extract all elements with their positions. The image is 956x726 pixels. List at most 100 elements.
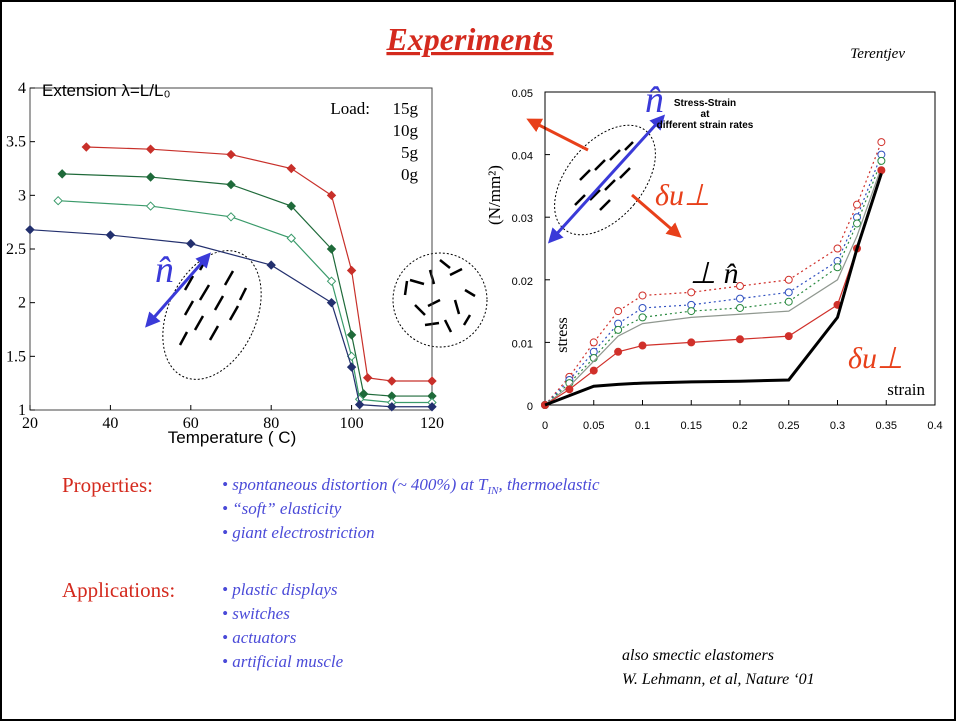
point — [878, 157, 885, 164]
point — [82, 143, 90, 151]
point — [348, 266, 356, 274]
bullet-text: artificial muscle — [232, 652, 343, 671]
series-line — [62, 174, 432, 396]
director-arrow — [553, 120, 660, 238]
chart-title: Extension λ=L/L₀ — [42, 81, 171, 100]
point — [615, 308, 622, 315]
section-label: Properties: — [62, 473, 153, 497]
y-axis-label-inner: stress — [554, 317, 571, 353]
point — [834, 245, 841, 252]
page: {"title": "Experiments", "author": "Tere… — [0, 0, 956, 726]
x-tick-label: 120 — [420, 415, 444, 432]
x-tick-label: 0.2 — [732, 420, 747, 432]
point — [639, 304, 646, 311]
strain-arrow — [533, 122, 588, 150]
point — [388, 377, 396, 385]
legend-entry: 5g — [401, 143, 419, 162]
point — [187, 240, 195, 248]
x-tick-label: 0.05 — [583, 420, 604, 432]
bullet-item: • “soft” elasticity — [222, 499, 342, 518]
point — [287, 165, 295, 173]
reference: W. Lehmann, et al, Nature ‘01 — [622, 671, 815, 688]
x-tick-label: 0.25 — [778, 420, 799, 432]
point — [854, 220, 861, 227]
y-axis-label: (N/mm²) — [485, 165, 504, 225]
bullet-item: • spontaneous distortion (~ 400%) at TIN… — [222, 475, 600, 497]
point — [834, 264, 841, 271]
point — [688, 308, 695, 315]
point — [147, 145, 155, 153]
y-tick-label: 0.01 — [512, 338, 533, 350]
x-tick-label: 0.15 — [681, 420, 702, 432]
series-line — [86, 147, 432, 381]
annotation: ⊥ n̂ — [690, 257, 739, 290]
annotation: δu⊥ — [848, 342, 903, 375]
chart-title: different strain rates — [657, 120, 754, 131]
annotation: n̂ — [645, 79, 664, 121]
point — [267, 261, 275, 269]
point — [227, 151, 235, 159]
legend-title: Load: — [330, 99, 370, 118]
text-lists: Properties: • spontaneous distortion (~ 4… — [62, 473, 815, 688]
point — [590, 367, 597, 374]
point — [639, 342, 646, 349]
slide-frame — [1, 1, 955, 720]
bullet-text: switches — [232, 604, 290, 623]
point — [688, 339, 695, 346]
point — [615, 326, 622, 333]
point — [878, 139, 885, 146]
annotation: n̂ — [155, 249, 174, 291]
plot-frame — [30, 88, 432, 410]
point — [615, 348, 622, 355]
bullet-text: , thermoelastic — [498, 475, 599, 494]
point — [737, 336, 744, 343]
legend-entry: 15g — [393, 99, 419, 118]
point — [566, 386, 573, 393]
section-label: Applications: — [62, 578, 175, 602]
y-tick-label: 3 — [18, 187, 26, 204]
bullet-item: • giant electrostriction — [222, 523, 375, 542]
series-line — [58, 201, 432, 403]
y-tick-label: 0 — [527, 401, 533, 413]
point — [878, 167, 885, 174]
y-tick-label: 2 — [18, 295, 26, 312]
bullet-text: IN — [486, 485, 499, 497]
x-axis-label: Temperature ( C) — [168, 428, 296, 447]
point — [58, 170, 66, 178]
y-tick-label: 0.04 — [512, 151, 533, 163]
annotation: δu⊥ — [655, 179, 710, 212]
point — [328, 299, 336, 307]
point — [227, 181, 235, 189]
point — [328, 191, 336, 199]
y-tick-label: 1 — [18, 402, 26, 419]
y-tick-label: 0.02 — [512, 276, 533, 288]
x-tick-label: 0.3 — [830, 420, 845, 432]
slide-title: Experiments — [385, 21, 553, 57]
point — [356, 401, 364, 409]
bullet-item: • switches — [222, 604, 290, 623]
y-tick-label: 1.5 — [6, 348, 26, 365]
slide: Experiments Terentjev Properties: • spont… — [0, 0, 956, 721]
legend-entry: 0g — [401, 165, 419, 184]
author: Terentjev — [850, 46, 905, 62]
bullet-item: • artificial muscle — [222, 652, 344, 671]
bullet-text: spontaneous distortion (~ 400%) at — [232, 475, 478, 494]
point — [785, 289, 792, 296]
point — [147, 173, 155, 181]
y-tick-label: 0.05 — [512, 88, 533, 100]
bullet-text: plastic displays — [231, 580, 338, 599]
bullet-text: actuators — [232, 628, 297, 647]
bullet-item: • actuators — [222, 628, 297, 647]
point — [785, 298, 792, 305]
y-tick-label: 4 — [18, 80, 26, 97]
bullet-item: • plastic displays — [222, 580, 338, 599]
y-tick-label: 2.5 — [6, 241, 26, 258]
point — [854, 201, 861, 208]
point — [737, 304, 744, 311]
y-tick-label: 3.5 — [6, 134, 26, 151]
point — [106, 231, 114, 239]
x-tick-label: 100 — [340, 415, 364, 432]
point — [147, 202, 155, 210]
point — [428, 377, 436, 385]
point — [364, 374, 372, 382]
